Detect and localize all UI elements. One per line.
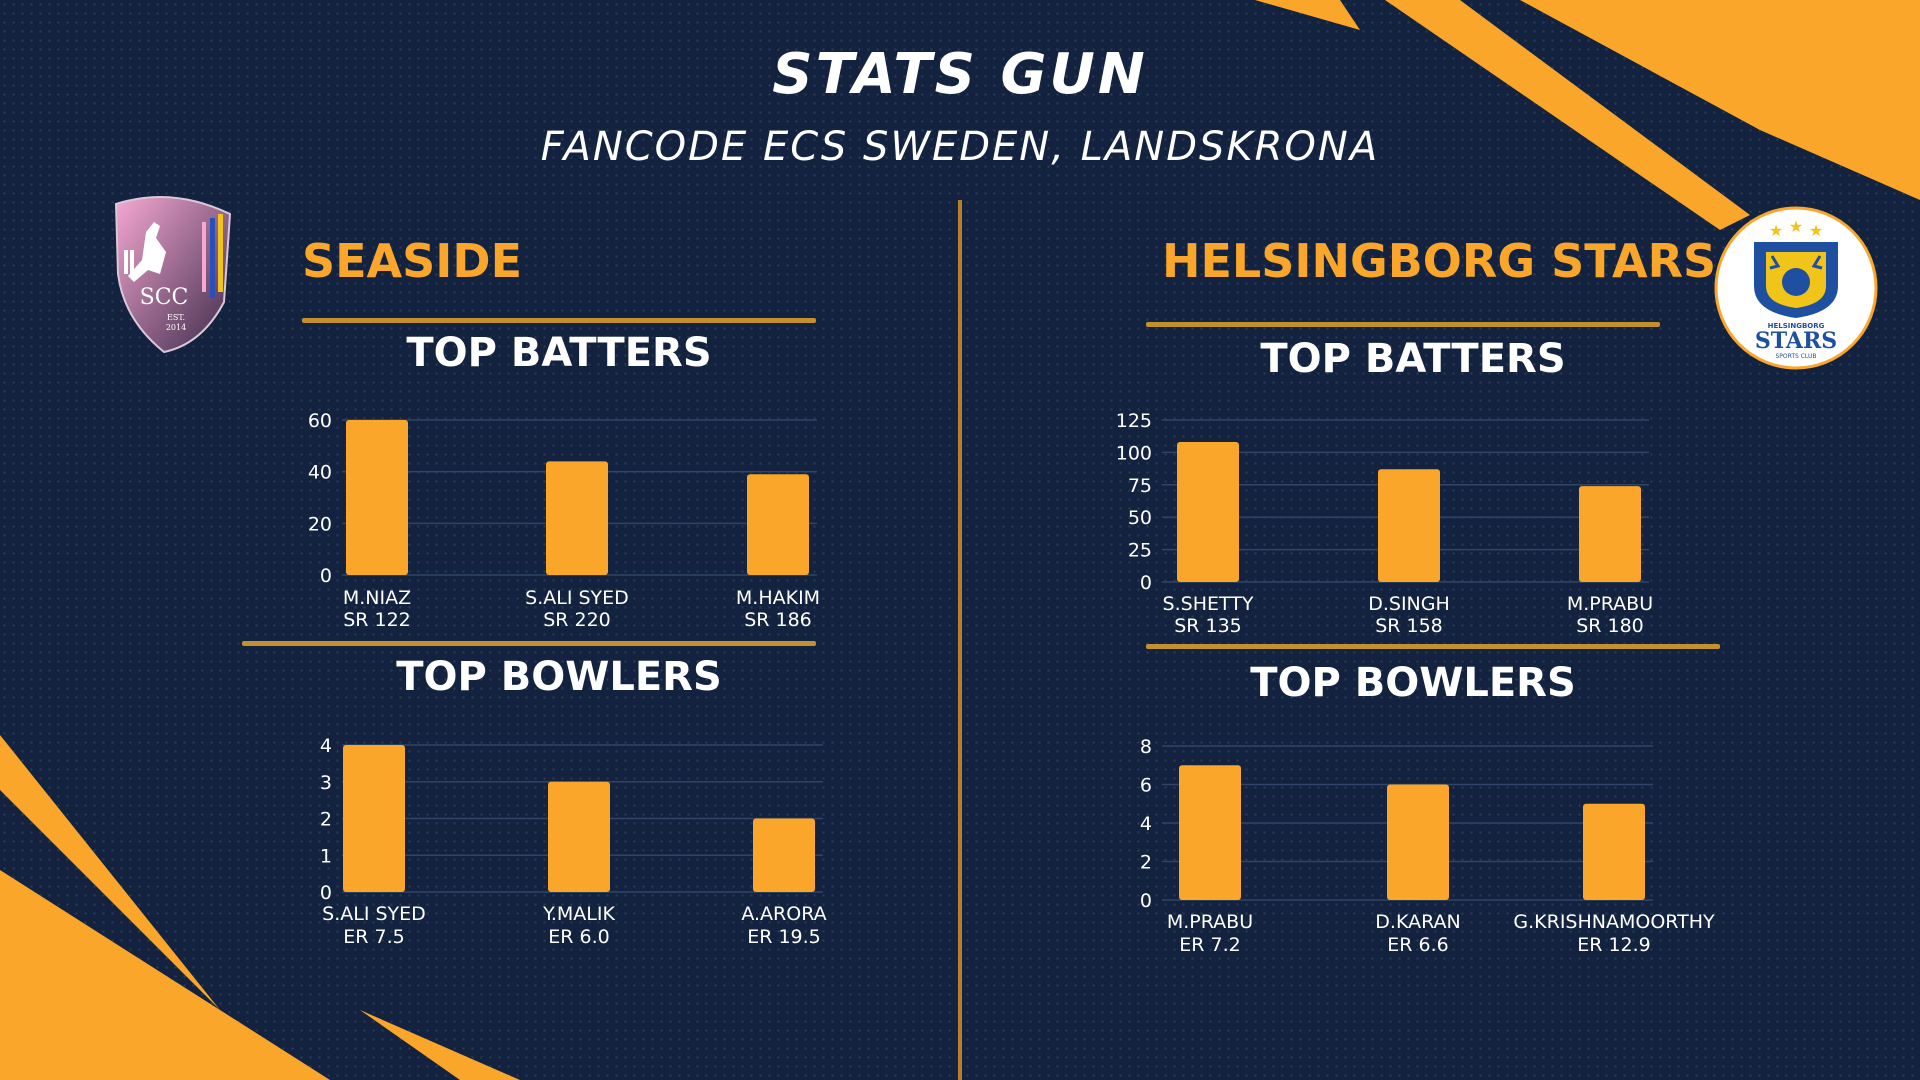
seaside-top-bowlers-heading: TOP BOWLERS bbox=[396, 654, 722, 700]
y-tick-label: 125 bbox=[1116, 410, 1152, 432]
page-subtitle: FANCODE ECS SWEDEN, LANDSKRONA bbox=[540, 124, 1380, 170]
svg-text:SPORTS CLUB: SPORTS CLUB bbox=[1775, 353, 1816, 360]
y-tick-label: 2 bbox=[320, 809, 332, 831]
y-tick-label: 25 bbox=[1128, 540, 1152, 562]
svg-text:STARS: STARS bbox=[1755, 328, 1837, 354]
y-tick-label: 8 bbox=[1140, 736, 1152, 758]
center-divider bbox=[958, 200, 962, 1080]
x-category-label: A.ARORA bbox=[741, 903, 826, 925]
helsingborg-top-bowlers-heading: TOP BOWLERS bbox=[1250, 660, 1576, 706]
x-category-label: S.ALI SYED bbox=[322, 903, 426, 925]
section-rule bbox=[1146, 644, 1720, 649]
seaside-logo-text: SCC bbox=[140, 285, 189, 310]
top-right-streak-4 bbox=[1700, 0, 1920, 160]
x-category-label: M.NIAZ bbox=[343, 587, 411, 609]
y-tick-label: 75 bbox=[1128, 475, 1152, 497]
x-category-label: M.HAKIM bbox=[736, 587, 820, 609]
x-sublabel: ER 19.5 bbox=[747, 926, 821, 948]
y-tick-label: 0 bbox=[320, 565, 332, 587]
helsingborg-stars-logo: ★ ★ ★ HELSINGBORG STARS SPORTS CLUB bbox=[1714, 206, 1878, 370]
page-title: STATS GUN bbox=[772, 42, 1148, 107]
x-sublabel: ER 6.0 bbox=[548, 926, 609, 948]
bar bbox=[747, 474, 809, 575]
x-category-label: Y.MALIK bbox=[542, 903, 615, 925]
y-tick-label: 100 bbox=[1116, 442, 1152, 464]
y-tick-label: 2 bbox=[1140, 852, 1152, 874]
x-sublabel: ER 7.5 bbox=[343, 926, 404, 948]
x-sublabel: ER 7.2 bbox=[1179, 934, 1240, 956]
svg-text:HELSINGBORG: HELSINGBORG bbox=[1768, 322, 1825, 330]
bar bbox=[546, 461, 608, 575]
seaside-logo: SCC EST. 2014 bbox=[114, 195, 232, 354]
helsingborg-top-batters-heading: TOP BATTERS bbox=[1260, 336, 1566, 382]
seaside-top-batters-heading: TOP BATTERS bbox=[406, 330, 712, 376]
y-tick-label: 1 bbox=[320, 845, 332, 867]
x-category-label: S.SHETTY bbox=[1163, 593, 1254, 615]
y-tick-label: 0 bbox=[320, 882, 332, 904]
top-right-streak-3 bbox=[1385, 0, 1750, 230]
y-tick-label: 20 bbox=[308, 513, 332, 535]
bar bbox=[548, 781, 610, 892]
svg-text:EST.: EST. bbox=[167, 313, 185, 322]
star-icon: ★ bbox=[1789, 217, 1803, 236]
x-category-label: M.PRABU bbox=[1167, 911, 1253, 933]
bottom-left-streak-1 bbox=[0, 735, 220, 1010]
bar bbox=[1579, 486, 1641, 582]
x-category-label: G.KRISHNAMOORTHY bbox=[1513, 911, 1715, 933]
section-rule bbox=[1146, 322, 1660, 327]
bar bbox=[1378, 469, 1440, 582]
bar bbox=[1177, 442, 1239, 582]
x-sublabel: SR 220 bbox=[543, 609, 611, 631]
bar bbox=[346, 420, 408, 575]
x-sublabel: SR 122 bbox=[343, 609, 411, 631]
team-name-helsingborg-stars: HELSINGBORG STARS bbox=[1162, 234, 1717, 288]
y-tick-label: 3 bbox=[320, 772, 332, 794]
bottom-left-streak-2 bbox=[0, 870, 330, 1080]
bar bbox=[1583, 803, 1645, 900]
section-rule bbox=[242, 641, 816, 646]
y-tick-label: 40 bbox=[308, 462, 332, 484]
svg-text:2014: 2014 bbox=[166, 323, 186, 332]
bottom-left-streak-4 bbox=[360, 1010, 520, 1080]
section-rule bbox=[302, 318, 816, 323]
bar bbox=[753, 818, 815, 892]
x-category-label: S.ALI SYED bbox=[525, 587, 629, 609]
y-tick-label: 0 bbox=[1140, 572, 1152, 594]
star-icon: ★ bbox=[1809, 221, 1823, 240]
y-tick-label: 0 bbox=[1140, 890, 1152, 912]
top-right-streak-1 bbox=[1255, 0, 1360, 30]
x-sublabel: ER 12.9 bbox=[1577, 934, 1651, 956]
y-tick-label: 60 bbox=[308, 410, 332, 432]
y-tick-label: 4 bbox=[320, 735, 332, 757]
bar bbox=[1179, 765, 1241, 900]
bar bbox=[343, 745, 405, 892]
x-sublabel: SR 135 bbox=[1174, 615, 1242, 637]
bottom-left-streak-3 bbox=[0, 1005, 120, 1080]
star-icon: ★ bbox=[1769, 221, 1783, 240]
y-tick-label: 50 bbox=[1128, 507, 1152, 529]
y-tick-label: 6 bbox=[1140, 775, 1152, 797]
x-category-label: D.SINGH bbox=[1368, 593, 1450, 615]
x-sublabel: ER 6.6 bbox=[1387, 934, 1448, 956]
x-sublabel: SR 180 bbox=[1576, 615, 1644, 637]
bar bbox=[1387, 784, 1449, 900]
team-name-seaside: SEASIDE bbox=[302, 234, 523, 288]
y-tick-label: 4 bbox=[1140, 813, 1152, 835]
x-sublabel: SR 158 bbox=[1375, 615, 1443, 637]
x-sublabel: SR 186 bbox=[744, 609, 812, 631]
x-category-label: D.KARAN bbox=[1375, 911, 1460, 933]
x-category-label: M.PRABU bbox=[1567, 593, 1653, 615]
